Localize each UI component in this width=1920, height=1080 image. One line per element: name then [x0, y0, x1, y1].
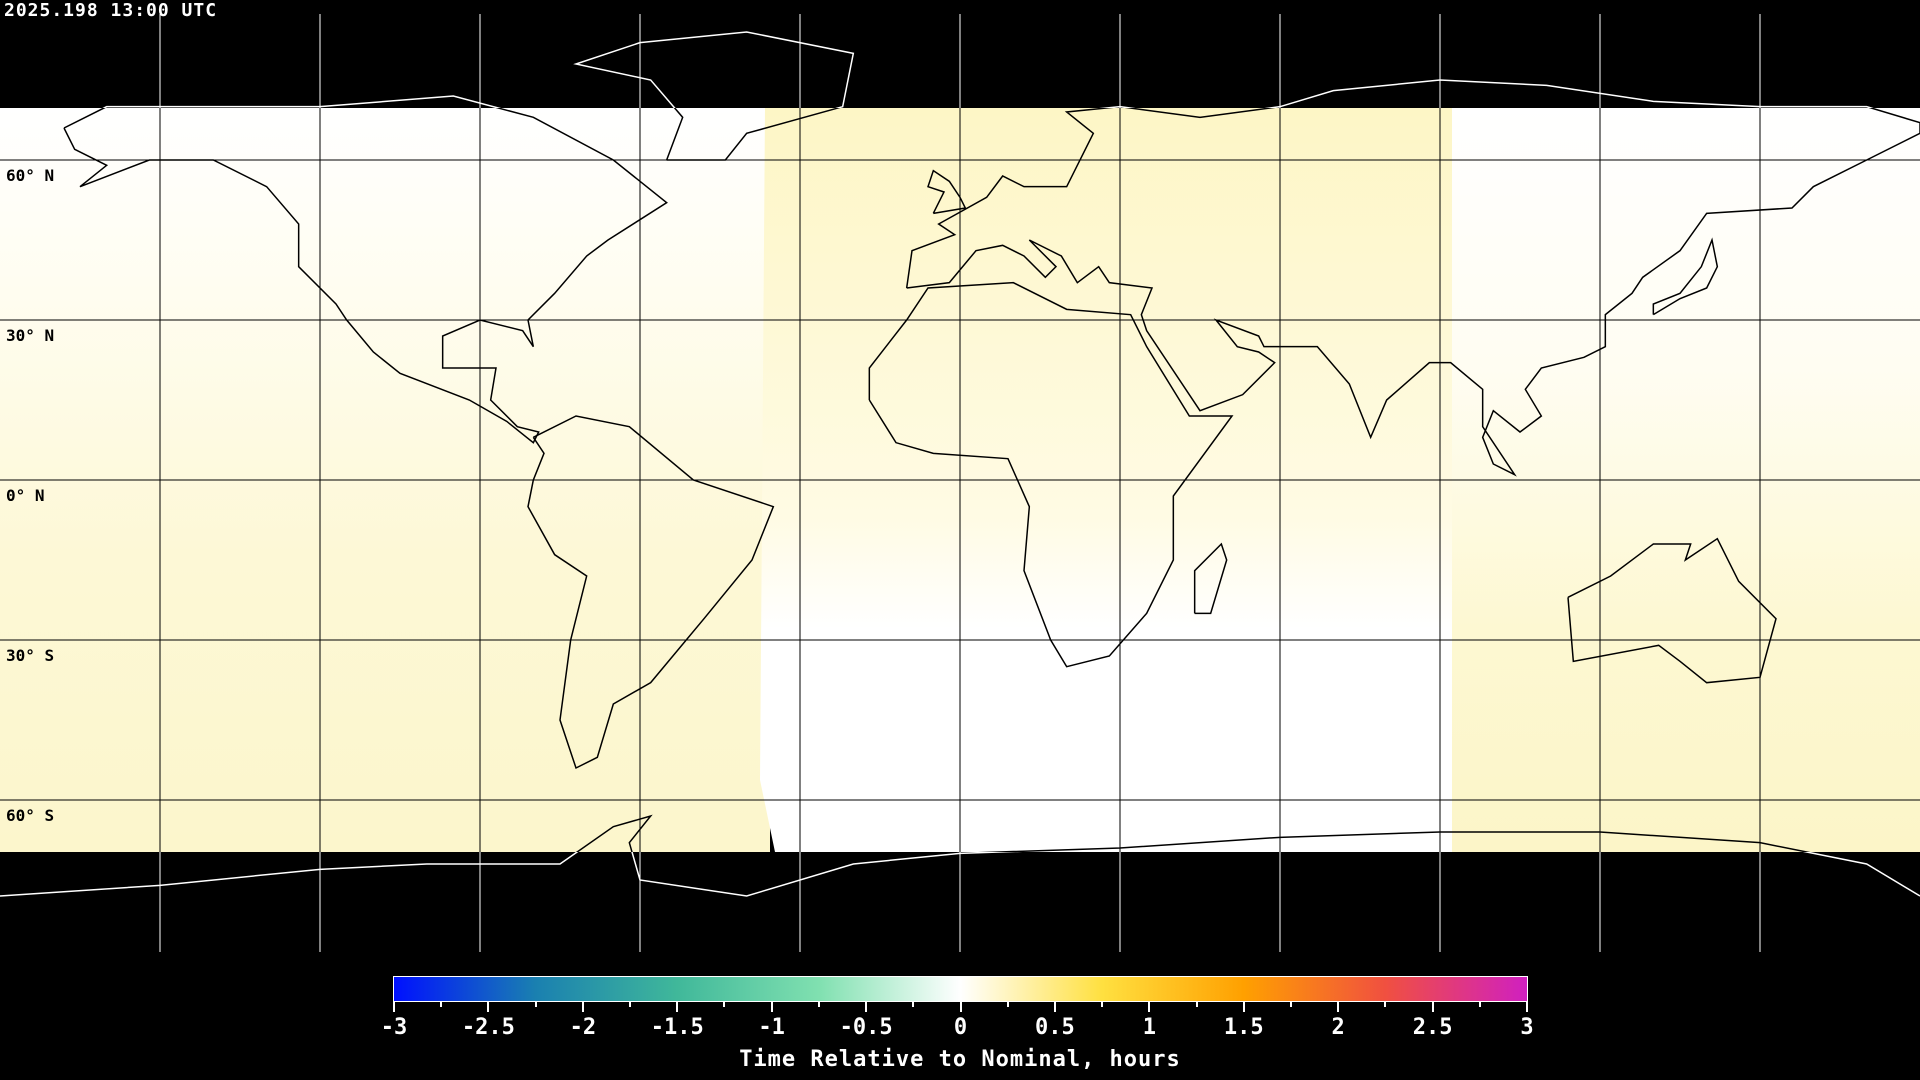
colorbar-tick-label: 0	[953, 1015, 968, 1040]
coastline-madagascar	[1193, 542, 1228, 615]
coastline-great-britain	[927, 169, 967, 215]
colorbar-tick	[1242, 1002, 1245, 1012]
colorbar-tick-label: 3	[1520, 1015, 1534, 1040]
colorbar-tick	[1478, 1002, 1481, 1007]
colorbar-tick	[1053, 1002, 1056, 1012]
colorbar-tick	[1101, 1002, 1104, 1007]
colorbar-tick	[581, 1002, 584, 1012]
coastline-japan	[1652, 237, 1719, 316]
colorbar-tick-label: 2.5	[1412, 1015, 1453, 1040]
colorbar-tick-label: 2	[1331, 1015, 1345, 1040]
colorbar-tick-label: -1	[758, 1015, 785, 1040]
colorbar-tick	[912, 1002, 915, 1007]
lat-label: 30° S	[6, 646, 55, 665]
colorbar-tick-label: 1.5	[1223, 1015, 1264, 1040]
colorbar-tick	[817, 1002, 820, 1007]
lat-label: 0° N	[6, 486, 45, 505]
colorbar-tick-label: 0.5	[1035, 1015, 1075, 1040]
colorbar-tick	[723, 1002, 726, 1007]
colorbar-tick	[440, 1002, 443, 1007]
timestamp: 2025.198 13:00 UTC	[4, 0, 218, 21]
world-map	[0, 14, 1920, 952]
colorbar-tick	[676, 1002, 679, 1012]
colorbar-tick	[1006, 1002, 1009, 1007]
colorbar-tick	[1148, 1002, 1151, 1012]
colorbar-tick	[1289, 1002, 1292, 1007]
coastline-africa	[868, 281, 1234, 668]
colorbar-tick-label: -2	[569, 1015, 597, 1040]
colorbar-tick	[487, 1002, 490, 1012]
colorbar-tick	[865, 1002, 868, 1012]
colorbar-title: Time Relative to Nominal, hours	[739, 1047, 1181, 1072]
colorbar-tick	[534, 1002, 537, 1007]
lat-label: 60° S	[6, 806, 55, 825]
coastline-australia	[1567, 537, 1777, 684]
colorbar-tick	[393, 1002, 395, 1012]
colorbar-tick	[1526, 1002, 1528, 1012]
colorbar-tick-label: -3	[380, 1015, 408, 1040]
colorbar-tick	[1431, 1002, 1434, 1012]
colorbar-tick	[770, 1002, 773, 1012]
colorbar-tick	[959, 1002, 962, 1012]
colorbar-tick	[1195, 1002, 1198, 1007]
lat-label: 30° N	[6, 326, 55, 345]
colorbar-tick	[1337, 1002, 1340, 1012]
coastline-eurasia	[905, 79, 1920, 477]
colorbar-tick-label: -1.5	[650, 1015, 704, 1040]
colorbar-tick-label: -0.5	[839, 1015, 893, 1040]
colorbar-tick	[629, 1002, 632, 1007]
colorbar	[393, 976, 1528, 1002]
colorbar-tick	[1384, 1002, 1387, 1007]
colorbar-tick-label: -2.5	[461, 1015, 515, 1040]
lat-label: 60° N	[6, 166, 55, 185]
colorbar-tick-label: 1	[1142, 1015, 1156, 1040]
